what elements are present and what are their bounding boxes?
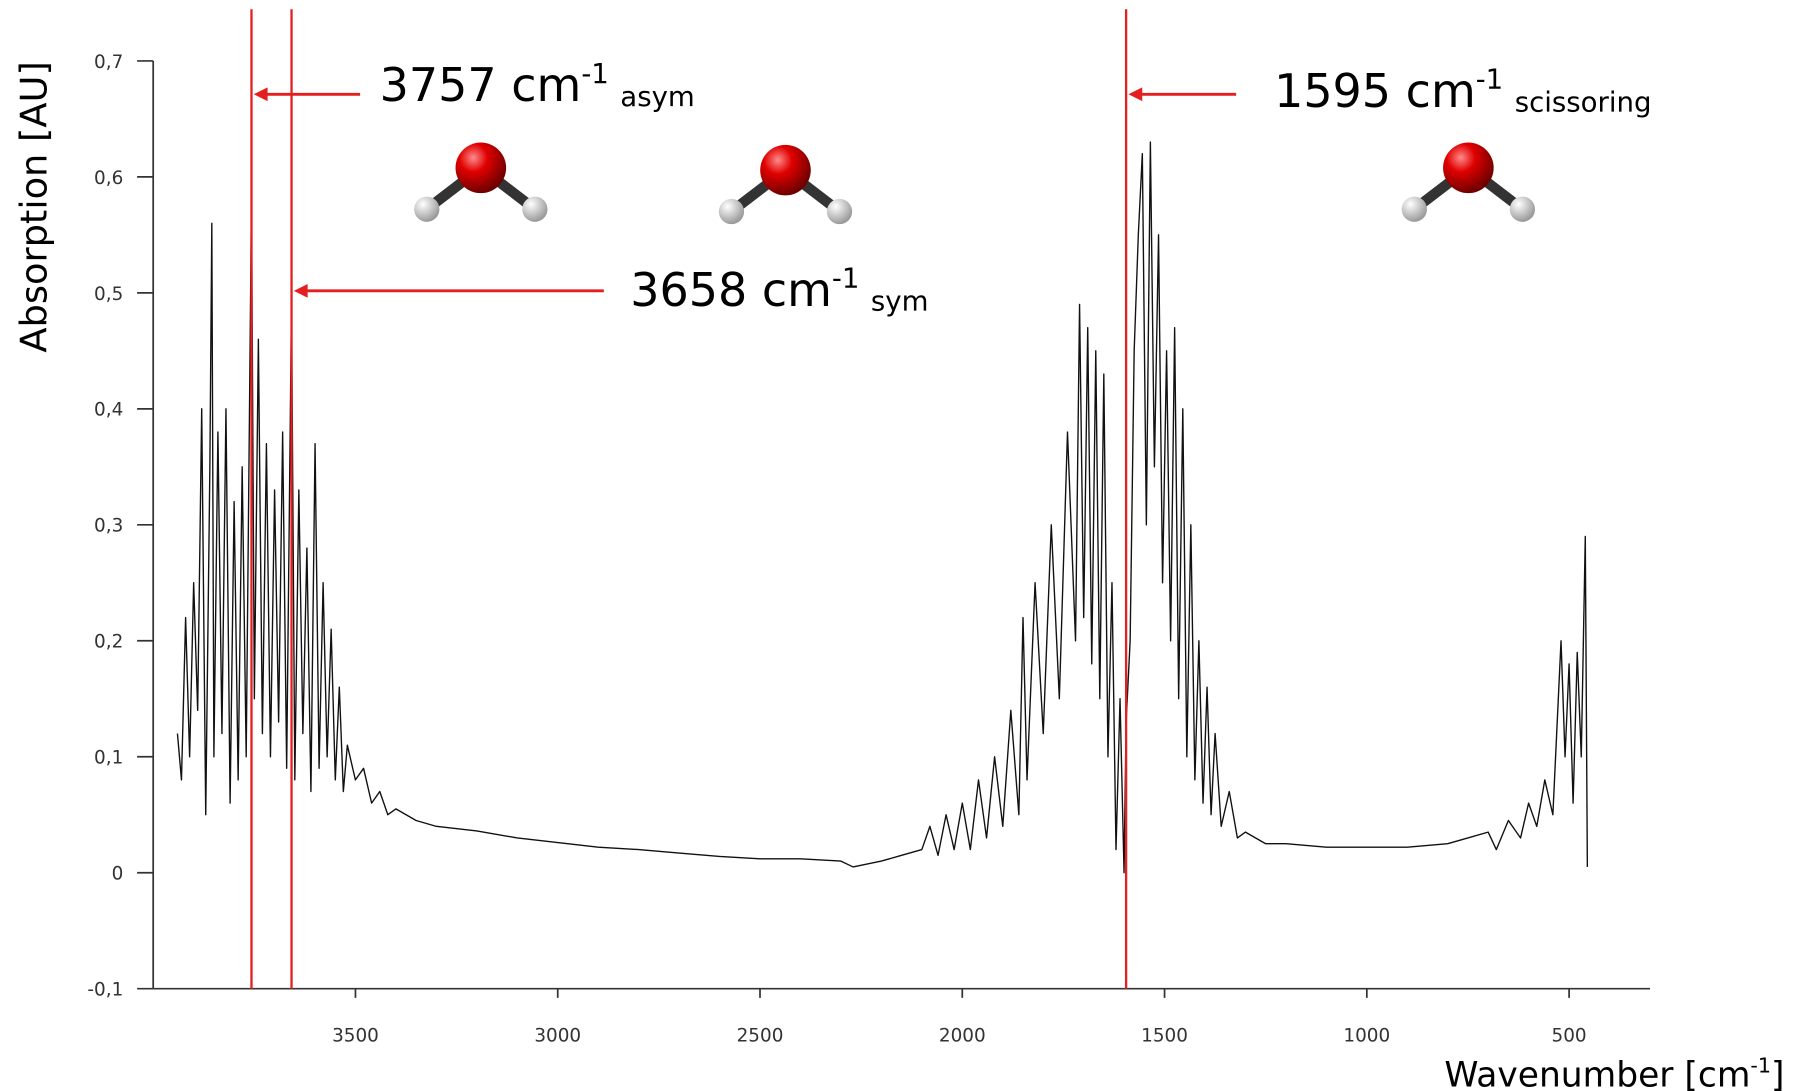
marker-label: 3757 cm-1 asym [380, 57, 695, 113]
spectrum-line [176, 141, 1589, 874]
x-tick-label: 2500 [737, 1026, 784, 1047]
x-axis-label: Wavenumber [cm-1] [1444, 1054, 1784, 1091]
x-axis-label-sup: -1 [1750, 1054, 1771, 1078]
y-tick-label: -0,1 [87, 980, 123, 1001]
x-tick-label: 2000 [939, 1026, 986, 1047]
x-tick-label: 1500 [1141, 1026, 1188, 1047]
molecule-icon [1402, 143, 1535, 222]
y-tick-label: 0,6 [94, 168, 123, 189]
y-tick-label: 0,1 [94, 748, 123, 769]
y-tick-label: 0,4 [94, 400, 123, 421]
molecule-icon [414, 143, 547, 222]
x-tick-label: 500 [1552, 1026, 1587, 1047]
molecule-icon [719, 145, 852, 224]
marker-label-text: 3757 cm [380, 58, 582, 112]
marker-label-sub: scissoring [1515, 86, 1652, 119]
marker-label-text: 3658 cm [630, 263, 832, 317]
y-tick-label: 0,7 [94, 52, 123, 73]
y-tick-label: 0,5 [94, 284, 123, 305]
marker-arrowhead [293, 283, 308, 298]
x-tick-label: 3500 [332, 1026, 379, 1047]
y-tick-label: 0,3 [94, 516, 123, 537]
marker-label-sup: -1 [832, 261, 860, 294]
y-tick-label: 0,2 [94, 632, 123, 653]
x-tick-label: 3000 [534, 1026, 581, 1047]
x-axis-label-close: ] [1771, 1055, 1784, 1091]
y-axis-label: Absorption [AU] [12, 61, 55, 352]
marker-label: 3658 cm-1 sym [630, 261, 928, 317]
x-axis-label-text: Wavenumber [cm [1444, 1055, 1750, 1091]
y-tick-label: 0 [112, 864, 124, 885]
marker-label-sup: -1 [1476, 63, 1503, 96]
marker-label-sub: sym [871, 284, 929, 317]
marker-label-text: 1595 cm [1274, 64, 1476, 118]
marker-arrowhead [1128, 87, 1143, 102]
marker-arrowhead [253, 87, 268, 102]
marker-label-sup: -1 [581, 57, 609, 90]
marker-label: 1595 cm-1 scissoring [1274, 63, 1651, 119]
x-tick-label: 1000 [1343, 1026, 1390, 1047]
marker-label-sub: asym [620, 80, 694, 113]
